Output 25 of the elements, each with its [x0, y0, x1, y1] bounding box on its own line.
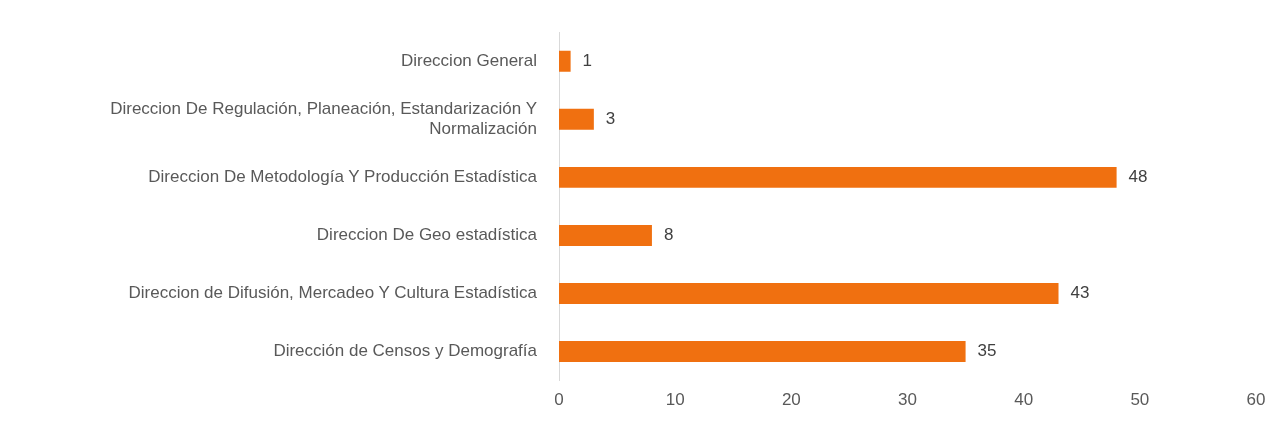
data-label: 3 [605, 108, 616, 128]
y-tick-label: Direccion De Metodología Y Producción Estadística [148, 167, 538, 187]
bar [559, 50, 571, 72]
x-tick-label: 20 [781, 390, 801, 410]
y-tick-label: Dirección de Censos y Demografía [273, 341, 538, 361]
data-label: 43 [1070, 283, 1090, 303]
bar [559, 224, 652, 246]
y-tick-label: Direccion De Regulación, Planeación, Estandarización Y Normalización [110, 98, 537, 139]
x-tick-label: 40 [1014, 390, 1034, 410]
data-label: 8 [663, 225, 674, 245]
y-tick-label: Direccion De Geo estadística [316, 225, 538, 245]
data-label: 1 [582, 50, 593, 70]
x-tick-label: 30 [898, 390, 917, 410]
data-label: 48 [1128, 167, 1148, 187]
y-tick-label: Direccion de Difusión, Mercadeo Y Cultura Estadística [128, 283, 538, 303]
data-label: 35 [977, 341, 997, 361]
x-tick-label: 0 [554, 390, 564, 410]
x-tick-label: 10 [665, 390, 685, 410]
y-tick-label: Direccion General [400, 50, 537, 70]
x-tick-label: 60 [1246, 390, 1266, 410]
bar [559, 166, 1117, 188]
bar [559, 108, 594, 130]
bar [559, 341, 966, 363]
x-tick-label: 50 [1130, 390, 1150, 410]
bar [559, 283, 1059, 304]
